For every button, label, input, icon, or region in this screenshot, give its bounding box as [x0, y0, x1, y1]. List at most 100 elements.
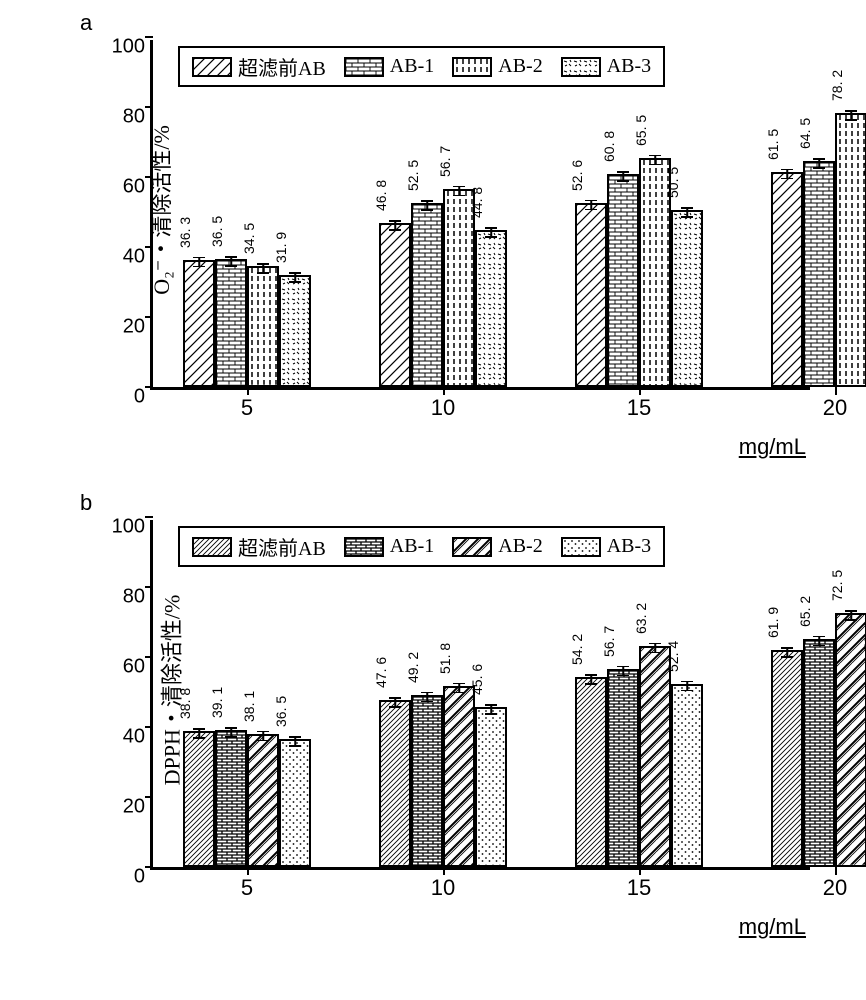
bar: 52. 5: [411, 203, 443, 387]
bar-value-label: 38. 8: [177, 688, 193, 719]
bar: 72. 5: [835, 613, 866, 867]
bar-value-label: 47. 6: [373, 657, 389, 688]
ytick-mark: [145, 586, 153, 588]
error-bar: [617, 666, 629, 676]
plot-area: 020406080100超滤前ABAB-1AB-2AB-3538. 839. 1…: [150, 520, 810, 870]
bar-value-label: 36. 3: [177, 217, 193, 248]
bar-value-label: 31. 9: [273, 232, 289, 263]
bar: 61. 9: [771, 650, 803, 867]
ytick-mark: [145, 726, 153, 728]
legend-swatch: [344, 537, 384, 557]
bar-value-label: 78. 2: [829, 70, 845, 101]
ytick-mark: [145, 866, 153, 868]
bar-value-label: 65. 2: [797, 596, 813, 627]
error-bar: [421, 200, 433, 210]
legend-item: AB-3: [561, 55, 651, 78]
xtick-mark: [443, 867, 445, 875]
ytick-label: 40: [123, 246, 153, 269]
ytick-mark: [145, 176, 153, 178]
ytick-label: 100: [112, 36, 153, 59]
error-bar: [649, 155, 661, 165]
bar: 36. 5: [279, 739, 311, 867]
error-bar: [225, 256, 237, 266]
bar: 44. 8: [475, 230, 507, 387]
legend-item: AB-1: [344, 535, 434, 558]
legend-item: AB-2: [452, 535, 542, 558]
ytick-label: 60: [123, 656, 153, 679]
bar-value-label: 51. 8: [437, 643, 453, 674]
legend-text: AB-2: [498, 55, 542, 78]
error-bar: [193, 257, 205, 267]
ytick-label: 80: [123, 586, 153, 609]
legend-swatch: [561, 57, 601, 77]
xtick-mark: [639, 867, 641, 875]
error-bar: [617, 171, 629, 181]
legend-swatch: [344, 57, 384, 77]
ytick-label: 80: [123, 106, 153, 129]
bar: 34. 5: [247, 266, 279, 387]
bar-value-label: 39. 1: [209, 687, 225, 718]
legend: 超滤前ABAB-1AB-2AB-3: [178, 46, 665, 87]
xtick-mark: [247, 387, 249, 395]
error-bar: [681, 681, 693, 691]
error-bar: [813, 158, 825, 168]
bar: 60. 8: [607, 174, 639, 387]
bar-value-label: 52. 6: [569, 160, 585, 191]
bar: 45. 6: [475, 707, 507, 867]
error-bar: [389, 697, 401, 707]
legend-item: 超滤前AB: [192, 532, 326, 561]
bar-value-label: 56. 8: [861, 145, 866, 176]
bar: 56. 7: [607, 669, 639, 867]
error-bar: [845, 610, 857, 620]
plot-area: 020406080100超滤前ABAB-1AB-2AB-3536. 336. 5…: [150, 40, 810, 390]
legend-text: AB-2: [498, 535, 542, 558]
legend-item: AB-1: [344, 55, 434, 78]
bar-value-label: 50. 5: [665, 167, 681, 198]
ytick-label: 60: [123, 176, 153, 199]
ytick-mark: [145, 516, 153, 518]
bar: 56. 7: [443, 189, 475, 387]
ytick-label: 40: [123, 726, 153, 749]
error-bar: [257, 731, 269, 741]
bar-value-label: 52. 5: [405, 160, 421, 191]
xtick-mark: [443, 387, 445, 395]
ytick-mark: [145, 316, 153, 318]
x-unit-label: mg/mL: [739, 914, 806, 940]
bar: 50. 5: [671, 210, 703, 387]
bar: 39. 1: [215, 730, 247, 867]
error-bar: [585, 200, 597, 210]
bar: 47. 6: [379, 700, 411, 867]
bar: 46. 8: [379, 223, 411, 387]
legend-text: AB-3: [607, 535, 651, 558]
bar: 63. 2: [639, 646, 671, 867]
bar-value-label: 52. 4: [665, 640, 681, 671]
bar-value-label: 64. 5: [797, 118, 813, 149]
panel-label: b: [80, 490, 92, 516]
ytick-label: 20: [123, 316, 153, 339]
ytick-label: 0: [134, 386, 153, 409]
ytick-mark: [145, 796, 153, 798]
bar-value-label: 72. 5: [829, 570, 845, 601]
panel-label: a: [80, 10, 92, 36]
bar-value-label: 60. 8: [601, 131, 617, 162]
error-bar: [389, 220, 401, 230]
error-bar: [421, 692, 433, 702]
xtick-mark: [639, 387, 641, 395]
bar: 52. 4: [671, 684, 703, 867]
legend-swatch: [192, 57, 232, 77]
x-unit-label: mg/mL: [739, 434, 806, 460]
legend-text: AB-1: [390, 535, 434, 558]
panel-b: bDPPH・清除活性/%020406080100超滤前ABAB-1AB-2AB-…: [30, 490, 836, 970]
chart-root: aO₂⁻・清除活性/%020406080100超滤前ABAB-1AB-2AB-3…: [30, 10, 836, 970]
error-bar: [453, 683, 465, 693]
xtick-mark: [835, 387, 837, 395]
error-bar: [813, 636, 825, 646]
legend-text: AB-1: [390, 55, 434, 78]
ytick-label: 0: [134, 866, 153, 889]
bar-value-label: 63. 2: [633, 603, 649, 634]
bar: 38. 8: [183, 731, 215, 867]
legend-swatch: [452, 57, 492, 77]
bar-value-label: 34. 5: [241, 223, 257, 254]
bar-value-label: 54. 2: [569, 634, 585, 665]
error-bar: [781, 169, 793, 179]
